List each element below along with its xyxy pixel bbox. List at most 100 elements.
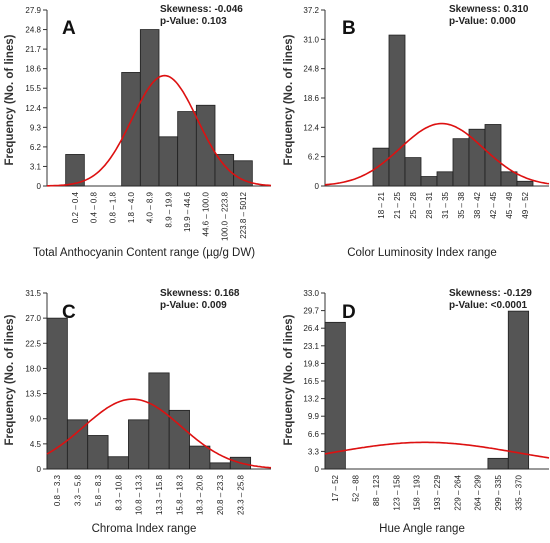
histogram-bar (209, 462, 231, 470)
x-category-label: 158 – 193 (413, 474, 422, 510)
y-tick-label: 6.6 (308, 430, 320, 439)
histogram-bar (195, 104, 216, 187)
y-tick-label: 12.4 (303, 123, 319, 132)
histogram-bar (148, 372, 170, 470)
y-tick-label: 31.5 (25, 289, 41, 298)
p-value-label: p-Value: 0.000 (449, 16, 516, 27)
histogram-bar (177, 111, 197, 187)
histogram-bar (436, 171, 454, 187)
y-tick-label: 26.4 (303, 324, 319, 333)
x-category-label: 17 – 52 (331, 474, 340, 501)
x-category-label: 23.3 – 25.8 (236, 474, 245, 515)
y-axis-title: Frequency (No. of lines) (4, 314, 16, 445)
x-category-label: 299 – 335 (494, 474, 503, 510)
chart-panel-c: 0 4.5 9.0 13.5 18.0 22.5 27.0 31.5 0.8 – 3.3 3.3 … (4, 288, 272, 535)
y-axis-title: Frequency (No. of lines) (283, 34, 295, 165)
normal-curve (46, 398, 272, 469)
x-category-label: 35 – 38 (457, 191, 466, 218)
x-category-label: 3.3 – 5.8 (74, 474, 83, 506)
y-tick-label: 12.4 (25, 104, 41, 113)
x-category-label: 4.0 – 8.9 (146, 191, 155, 223)
skewness-label: Skewness: -0.046 (160, 4, 243, 15)
y-tick-label: 27.0 (25, 314, 41, 323)
x-category-label: 18.3 – 20.8 (196, 474, 205, 515)
y-axis-title: Frequency (No. of lines) (283, 314, 295, 445)
x-category-label: 10.8 – 13.3 (135, 474, 144, 515)
normal-curve (47, 74, 272, 187)
y-tick-label: 37.2 (303, 6, 319, 15)
histogram-bar (168, 409, 190, 470)
histogram-bar (139, 29, 160, 187)
histogram-bar (87, 435, 109, 470)
y-tick-label: 3.3 (308, 447, 320, 456)
y-tick-label: 18.6 (25, 65, 41, 74)
x-category-label: 0.2 – 0.4 (71, 191, 80, 223)
chart-panel-a: 0 3.1 6.2 9.3 12.4 15.5 18.6 21.7 24.8 27.9 0.2 – … (4, 4, 272, 259)
y-tick-label: 16.5 (303, 377, 319, 386)
skewness-label: Skewness: 0.310 (449, 4, 529, 15)
y-tick-label: 4.5 (30, 440, 42, 449)
x-category-label: 18 – 21 (377, 191, 386, 218)
y-tick-label: 3.1 (30, 162, 42, 171)
p-value-label: p-Value: <0.0001 (449, 300, 528, 311)
histogram-bar (404, 157, 422, 187)
y-tick-label: 15.5 (25, 84, 41, 93)
x-category-label: 229 – 264 (453, 474, 462, 510)
histogram-bar (107, 456, 129, 470)
y-tick-label: 0 (37, 465, 42, 474)
y-tick-label: 24.8 (303, 65, 319, 74)
chart-panel-d: 0 3.3 6.6 9.9 13.2 16.5 19.8 23.1 26.4 29.7 33.0 17… (283, 288, 550, 535)
y-tick-label: 9.3 (30, 123, 42, 132)
y-tick-label: 0 (315, 182, 320, 191)
panel-letter: D (342, 302, 356, 323)
x-category-label: 8.9 – 19.9 (164, 191, 173, 227)
x-category-label: 193 – 229 (433, 474, 442, 510)
x-category-label: 19.9 – 44.6 (183, 191, 192, 232)
histogram-bar (388, 34, 406, 187)
x-category-label: 0.4 – 0.8 (90, 191, 99, 223)
skewness-label: Skewness: -0.129 (449, 288, 532, 299)
y-tick-label: 21.7 (25, 45, 41, 54)
y-tick-label: 33.0 (303, 289, 319, 298)
y-tick-label: 27.9 (25, 6, 41, 15)
y-tick-label: 24.8 (25, 26, 41, 35)
normal-curve (324, 441, 550, 459)
x-axis-title: Color Luminosity Index range (347, 247, 497, 259)
x-category-label: 335 – 370 (514, 474, 523, 510)
histogram-bar (420, 176, 438, 187)
p-value-label: p-Value: 0.103 (160, 16, 227, 27)
histogram-bar (372, 147, 390, 187)
p-value-label: p-Value: 0.009 (160, 300, 227, 311)
x-category-label: 123 – 158 (392, 474, 401, 510)
x-category-label: 264 – 299 (474, 474, 483, 510)
histogram-bar (507, 310, 530, 470)
histogram-bar (214, 154, 235, 187)
y-tick-label: 9.0 (30, 415, 42, 424)
histogram-bar (500, 171, 518, 187)
y-tick-label: 19.8 (303, 359, 319, 368)
x-category-label: 8.3 – 10.8 (114, 474, 123, 510)
chart-panel-b: 0 6.2 12.4 18.6 24.8 31.0 37.2 18 – 21 21 – 25 25… (283, 4, 550, 259)
histogram-bar (452, 138, 470, 187)
x-category-label: 88 – 123 (372, 474, 381, 506)
histogram-bar (121, 72, 141, 187)
histogram-bar (66, 419, 89, 470)
normal-curve (324, 122, 550, 186)
histogram-bar (324, 321, 346, 470)
histogram-bar (487, 457, 509, 470)
x-category-label: 0.8 – 3.3 (53, 474, 62, 506)
x-category-label: 28 – 31 (425, 191, 434, 218)
panel-letter: B (342, 18, 356, 39)
y-tick-label: 6.2 (30, 143, 42, 152)
x-category-label: 42 – 45 (489, 191, 498, 218)
x-category-label: 49 – 52 (521, 191, 530, 218)
skewness-label: Skewness: 0.168 (160, 288, 240, 299)
y-tick-label: 22.5 (25, 339, 41, 348)
x-category-label: 52 – 88 (352, 474, 361, 501)
x-axis-title: Total Anthocyanin Content range (µg/g DW… (33, 247, 255, 259)
x-category-label: 21 – 25 (393, 191, 402, 218)
x-category-label: 31 – 35 (441, 191, 450, 218)
x-category-label: 0.8 – 1.8 (108, 191, 117, 223)
y-tick-label: 0 (315, 465, 320, 474)
